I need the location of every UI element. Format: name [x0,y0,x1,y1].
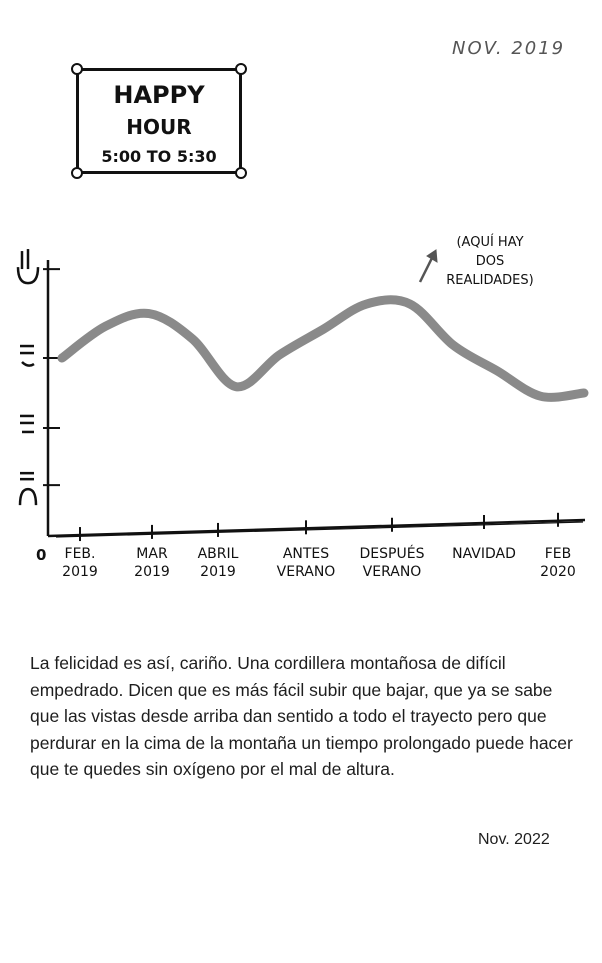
chart-axes [43,260,586,538]
slightly-happy-face-icon [20,344,35,367]
x-tick-label: NAVIDAD [452,546,516,562]
y-axis-faces: 0 [16,249,46,564]
sign-line-3: 5:00 TO 5:30 [101,147,217,166]
x-tick-label-line: NAVIDAD [452,546,516,562]
x-tick-label-line: FEB [545,546,572,562]
x-tick-label-line: 2019 [200,564,236,580]
x-tick-label-line: 2019 [134,564,170,580]
series-line [57,295,589,402]
tack-icon [71,167,83,179]
top-date: NOV. 2019 [452,38,566,59]
happy-hour-sign: HAPPY HOUR 5:00 TO 5:30 [71,63,247,179]
series-layer [57,295,589,402]
x-tick-label: ABRIL 2019 [198,546,239,580]
tack-icon [71,63,83,75]
annotation-line: (AQUÍ HAY [456,234,523,250]
x-tick-label-line: DESPUÉS [360,545,425,562]
x-tick-label: FEB. 2019 [62,546,98,580]
sad-face-icon [18,471,38,506]
tack-icon [235,63,247,75]
mouth [18,487,38,506]
x-tick-label-line: VERANO [363,564,422,580]
x-axis-line-sketch [55,521,584,538]
y-origin-label: 0 [36,546,46,564]
x-tick-label-line: FEB. [65,546,96,562]
sign-line-2: HOUR [126,115,192,139]
mouth [21,361,35,367]
x-tick-label: DESPUÉS VERANO [360,545,425,580]
annotation-line: REALIDADES) [446,273,533,288]
x-tick-label-line: ABRIL [198,546,239,562]
arrow-head-icon [426,249,438,263]
x-tick-label-line: MAR [136,546,168,562]
x-tick-label: ANTES VERANO [277,546,336,580]
caption-text: La felicidad es así, cariño. Una cordill… [30,653,573,779]
x-tick-label-line: 2019 [62,564,98,580]
x-tick-label: MAR 2019 [134,546,170,580]
annotation-group: (AQUÍ HAY DOS REALIDADES) [418,234,534,288]
footer-date: Nov. 2022 [478,831,550,848]
happy-face-icon [16,249,40,285]
tack-icon [235,167,247,179]
x-axis-line [47,518,586,538]
x-tick-label-line: 2020 [540,564,576,580]
x-tick-label: FEB 2020 [540,546,576,580]
annotation-text: (AQUÍ HAY DOS REALIDADES) [446,234,533,288]
mouth [16,267,40,285]
neutral-face-icon [20,414,34,434]
x-tick-label-line: VERANO [277,564,336,580]
annotation-line: DOS [476,254,505,269]
x-tick-label-line: ANTES [283,546,329,562]
sign-line-1: HAPPY [113,81,205,109]
